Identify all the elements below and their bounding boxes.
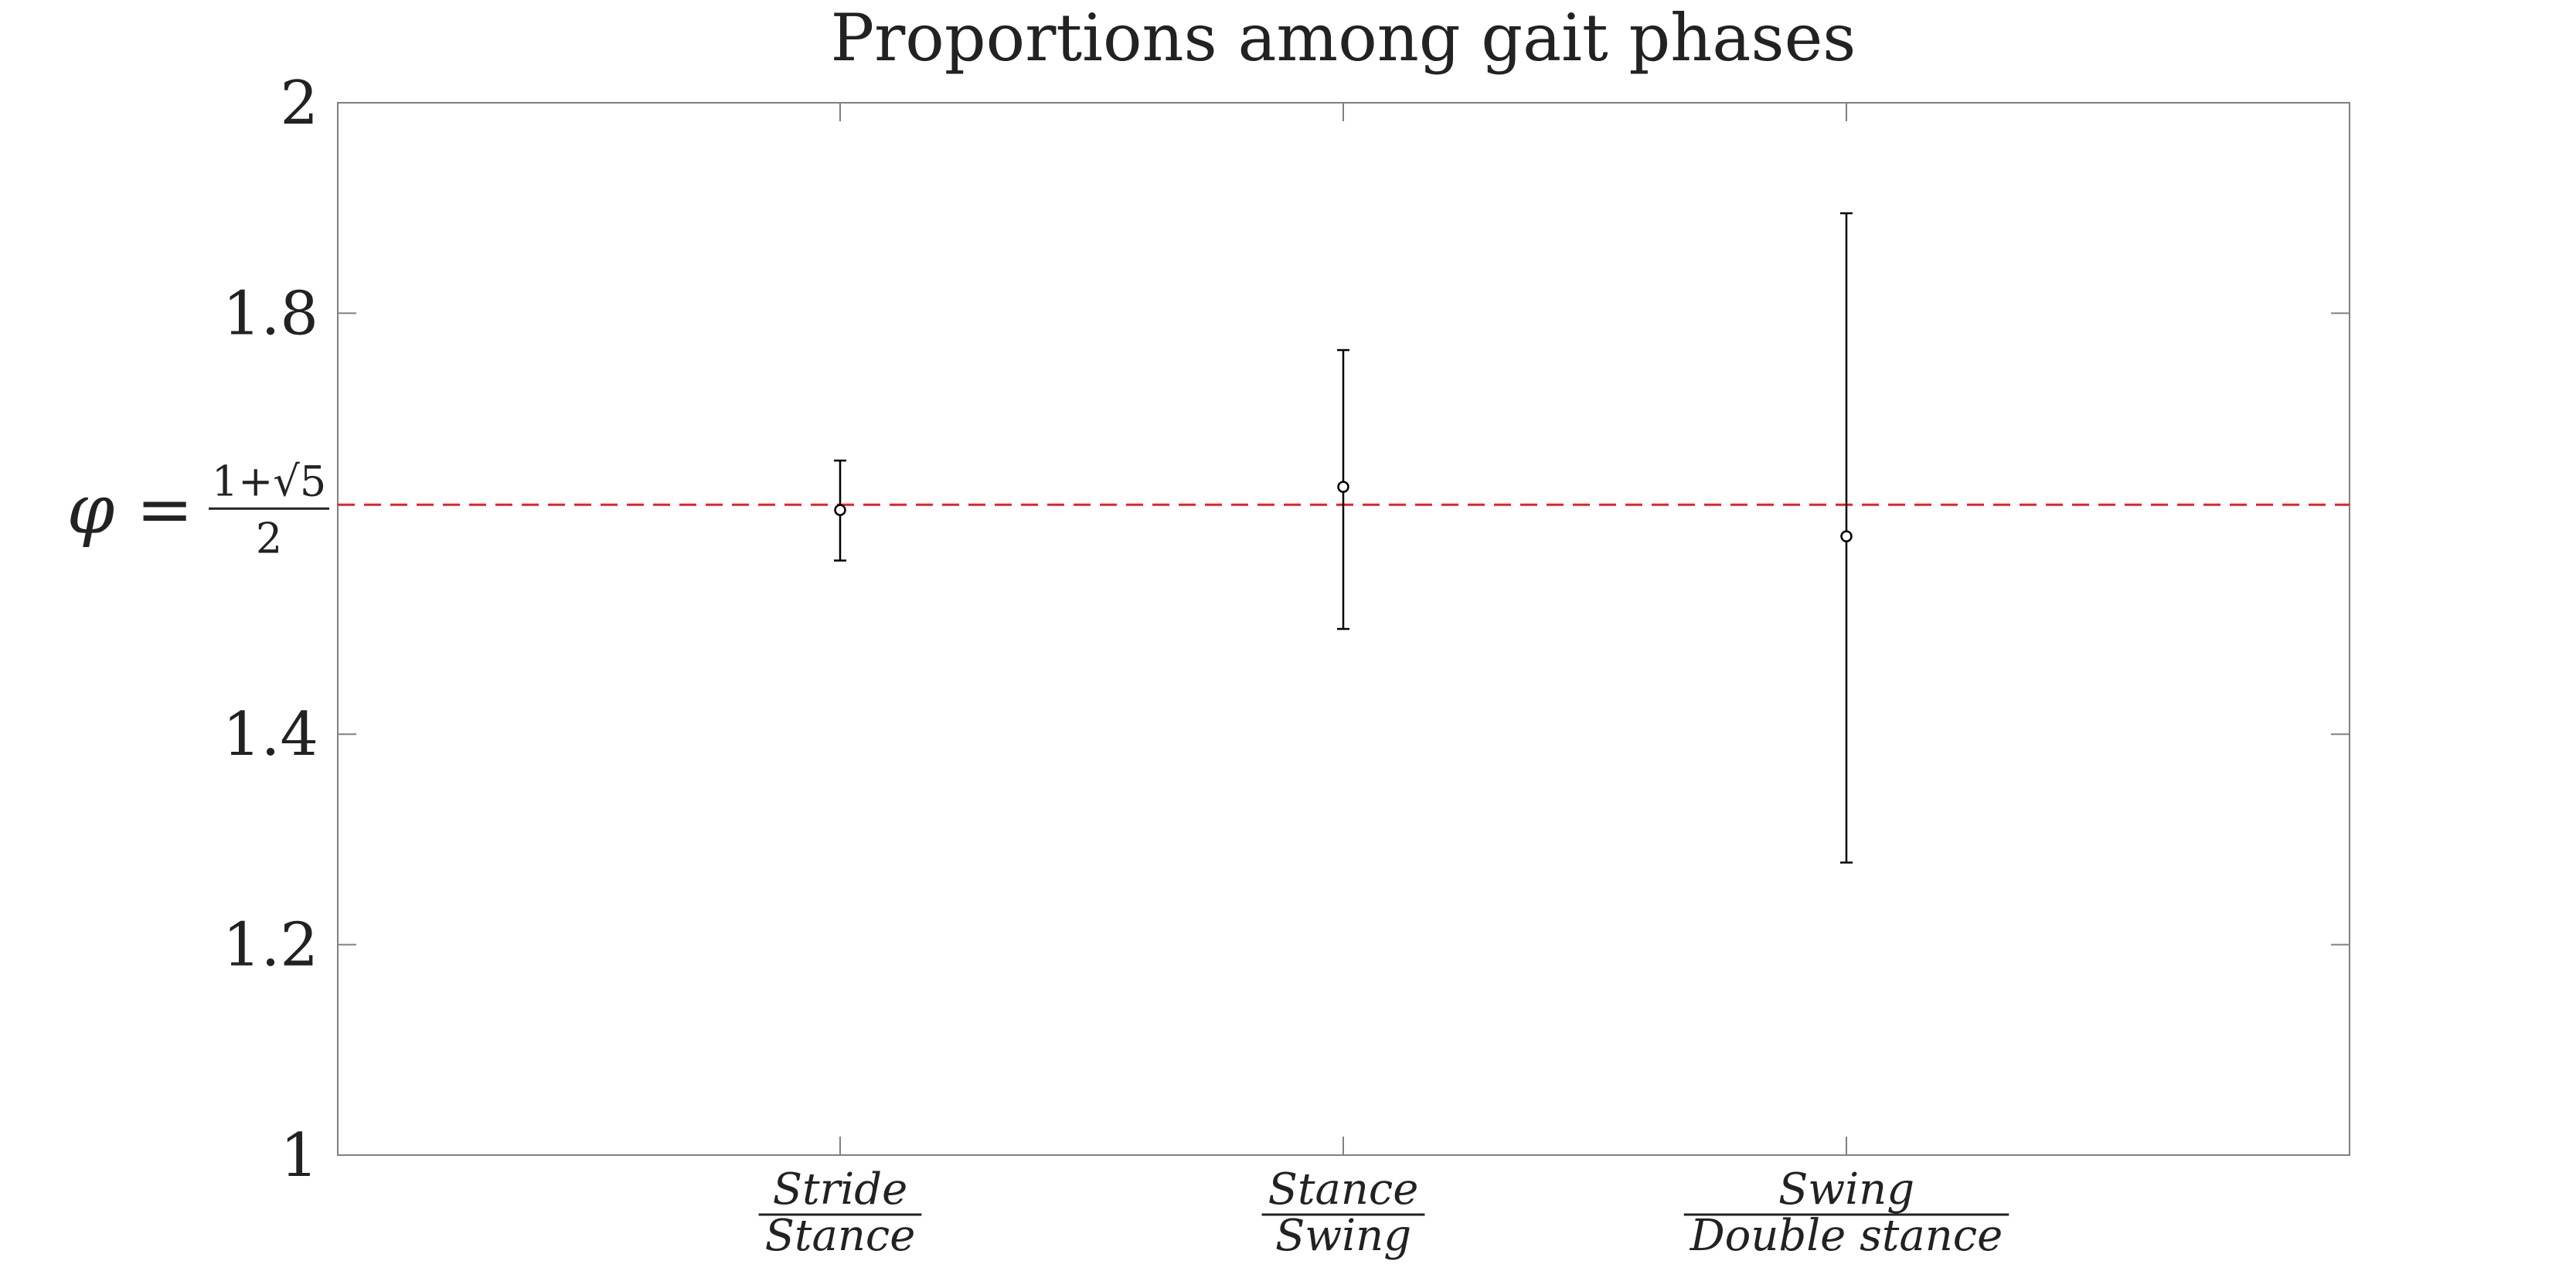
y-tick-label: 1.2 — [223, 911, 318, 980]
golden-ratio-label-lhs: φ = — [67, 469, 193, 549]
golden-ratio-label-denominator: 2 — [256, 514, 282, 562]
y-tick-label: 1.8 — [223, 279, 318, 348]
y-tick-label: 2 — [280, 69, 318, 138]
x-label-denominator: Swing — [1275, 1211, 1411, 1261]
chart-title: Proportions among gait phases — [831, 0, 1856, 76]
data-point — [834, 504, 846, 516]
error-bars — [834, 212, 1853, 864]
y-tick-label: 1 — [280, 1121, 318, 1191]
y-tick-label: 1.4 — [223, 700, 318, 770]
x-label-numerator: Swing — [1778, 1164, 1914, 1215]
x-label-denominator: Stance — [765, 1211, 916, 1261]
x-label-numerator: Stride — [773, 1164, 908, 1215]
golden-ratio-label-numerator: 1+√5 — [212, 457, 326, 505]
x-label-numerator: Stance — [1268, 1164, 1419, 1215]
golden-ratio-label: φ = 1+√5 2 — [67, 457, 329, 562]
axis-ticks — [338, 102, 2350, 1156]
data-point — [1337, 481, 1349, 493]
y-tick-labels: 1 1.2 1.4 1.8 2 — [223, 69, 318, 1191]
x-label-denominator: Double stance — [1690, 1211, 2003, 1261]
data-point — [1840, 530, 1853, 542]
